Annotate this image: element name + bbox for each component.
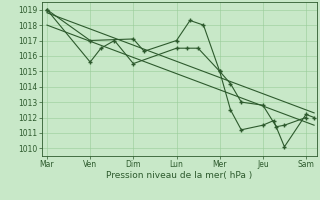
X-axis label: Pression niveau de la mer( hPa ): Pression niveau de la mer( hPa ) [106, 171, 252, 180]
